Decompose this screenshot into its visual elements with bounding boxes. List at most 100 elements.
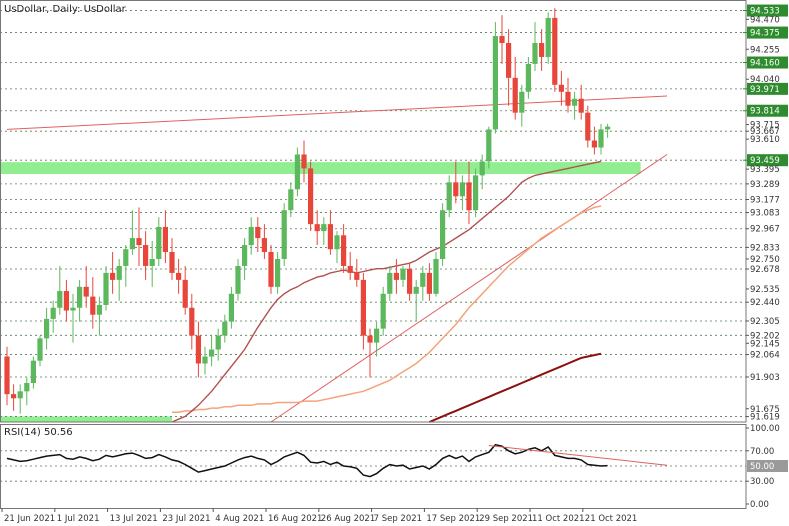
price-label-badge [747,82,788,95]
time-tick-label: 17 Sep 2021 [426,514,480,524]
candle-body [354,272,360,280]
rsi-tick-label: 70.00 [750,447,774,457]
candle-body [347,265,353,273]
price-tick-label: 94.255 [750,45,780,55]
trendlines [6,95,668,423]
price-tick-label: 93.971 [750,85,780,95]
price-tick-label: 91.675 [750,405,780,415]
price-tick-label: 92.967 [750,225,780,235]
price-label-badge [747,26,788,39]
candle-body [281,210,287,259]
slow-moving-average [429,352,602,423]
candle-body [506,43,512,78]
candle-body [598,129,604,148]
candle-body [215,335,221,350]
time-tick-label: 23 Jul 2021 [162,514,210,524]
candle-body [321,224,327,232]
price-tick-label: 93.177 [750,195,780,205]
candle-body [268,252,274,287]
candle-body [77,286,83,308]
price-tick-label: 92.750 [750,255,780,265]
candle-body [96,304,102,315]
time-tick-label: 26 Aug 2021 [321,514,375,524]
candle-body [585,112,591,141]
candle-body [578,98,584,113]
candle-body [44,318,50,339]
price-tick-label: 92.678 [750,265,780,275]
candle-body [63,291,69,311]
candle-body [360,279,366,336]
candle-body [545,17,551,57]
rsi-trendline [488,444,668,466]
candle-body [499,36,505,44]
price-tick-label: 94.470 [750,15,780,25]
time-tick-label: 21 Jun 2021 [4,514,55,524]
candle-body [433,258,439,294]
candle-body [334,235,340,250]
candlesticks [4,8,611,414]
price-gridlines [0,10,746,417]
price-tick-label: 94.040 [750,75,780,85]
candle-body [149,258,155,266]
time-tick-label: 7 Sep 2021 [374,514,422,524]
candle-body [552,17,558,85]
candle-body [11,394,17,399]
candle-body [24,382,30,392]
candle-body [591,140,597,148]
candle-body [426,272,432,294]
candle-body [413,286,419,294]
trendline-1 [270,154,668,423]
price-tick-label: 91.619 [750,413,780,423]
candle-body [374,328,380,343]
chart-frame [0,0,747,509]
rsi-tick-label: 100.00 [750,424,780,434]
candle-body [572,98,578,106]
candle-body [466,182,472,211]
price-tick-label: 92.535 [750,285,780,295]
price-tick-label: 92.064 [750,351,780,361]
support-zones [0,162,641,422]
candle-body [156,226,162,259]
candle-body [492,36,498,130]
fast-moving-average [171,160,602,423]
candle-body [222,321,228,336]
candle-body [189,307,195,336]
candle-body [519,91,525,113]
price-label-badge [747,56,788,69]
candle-body [182,279,188,308]
time-tick-label: 21 Oct 2021 [585,514,638,524]
candle-body [162,226,168,253]
candle-body [17,391,23,399]
candle-body [486,129,492,162]
price-tick-label: 92.305 [750,317,780,327]
rsi-label-badge [747,460,788,472]
time-axis: 21 Jun 2021 1 Jul 2021 13 Jul 2021 23 Jul 2… [1,508,638,524]
candle-body [57,291,63,308]
candle-body [4,356,10,395]
mid-moving-average [172,205,602,413]
chart-title: UsDollar, Daily: UsDollar [4,4,127,15]
price-tick-label: 93.459 [750,156,780,166]
price-tick-label: 92.202 [750,331,780,341]
candle-body [393,272,399,280]
candle-body [235,265,241,294]
price-tick-label: 92.440 [750,298,780,308]
candle-body [261,238,267,253]
price-label-badge [747,4,788,17]
candle-body [327,224,333,250]
candle-body [129,238,135,250]
candle-body [275,258,281,287]
price-tick-label: 92.145 [750,339,780,349]
candle-body [558,84,564,92]
candle-body [228,293,234,322]
candle-body [453,182,459,197]
candle-body [103,272,109,305]
candle-body [525,63,531,92]
price-tick-label: 93.715 [750,121,780,131]
candle-body [143,245,149,266]
candle-body [288,189,294,211]
candle-body [248,226,254,246]
candle-body [341,235,347,266]
candle-body [479,161,485,176]
